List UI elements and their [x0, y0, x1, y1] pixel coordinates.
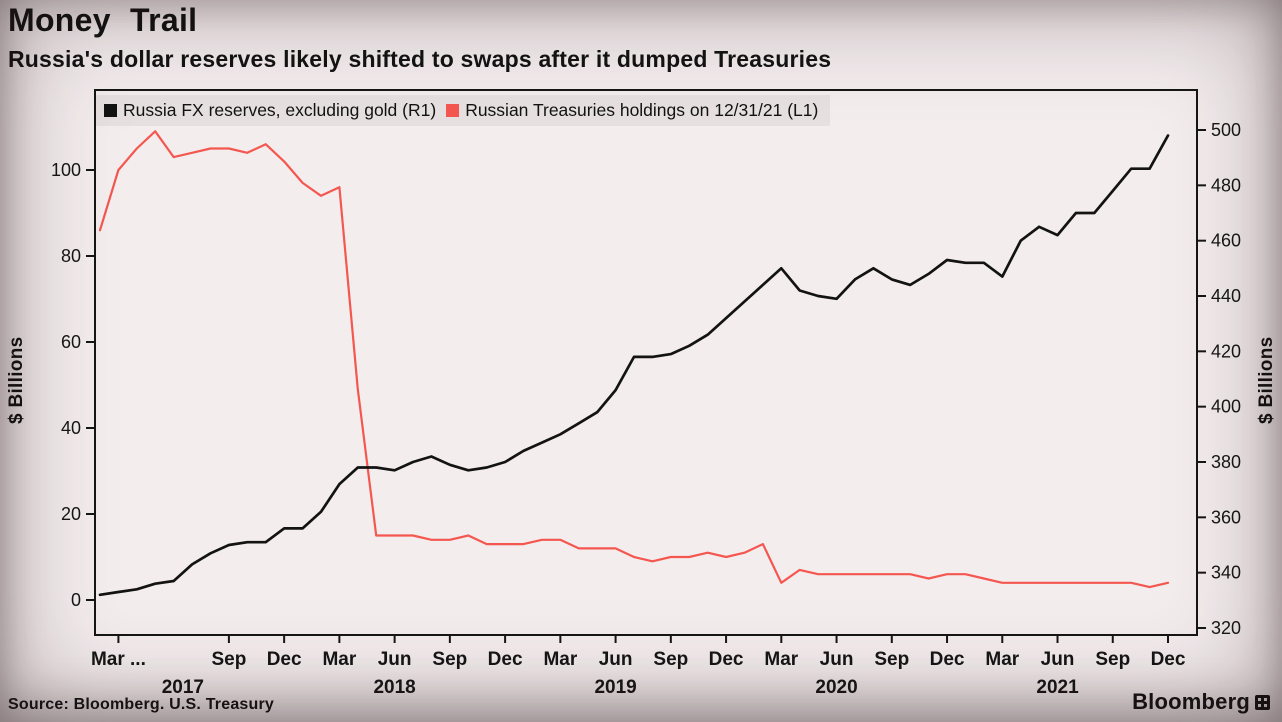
svg-text:420: 420	[1211, 341, 1241, 361]
svg-text:320: 320	[1211, 618, 1241, 638]
svg-text:40: 40	[61, 418, 81, 438]
svg-text:0: 0	[71, 590, 81, 610]
svg-text:Dec: Dec	[930, 649, 965, 670]
legend-item-treasuries: Russian Treasuries holdings on 12/31/21 …	[446, 100, 818, 121]
svg-text:2021: 2021	[1036, 677, 1079, 698]
svg-text:Jun: Jun	[599, 649, 633, 670]
svg-text:360: 360	[1211, 507, 1241, 527]
svg-text:Jun: Jun	[820, 649, 854, 670]
svg-text:Sep: Sep	[432, 649, 467, 670]
svg-text:460: 460	[1211, 231, 1241, 251]
right-axis-title: $ Billions	[1256, 336, 1277, 424]
svg-text:400: 400	[1211, 397, 1241, 417]
legend-label: Russia FX reserves, excluding gold (R1)	[123, 100, 437, 120]
svg-text:Mar: Mar	[764, 649, 798, 670]
svg-text:Sep: Sep	[874, 649, 909, 670]
svg-text:Dec: Dec	[267, 649, 302, 670]
bloomberg-wordmark: Bloomberg	[1132, 689, 1250, 714]
line-chart: 0 20 40 60 80 100 320 340 360 380 400 420 440 460 480 5…	[51, 89, 1241, 698]
bloomberg-logo: Bloomberg	[1132, 689, 1270, 715]
svg-text:60: 60	[61, 332, 81, 352]
chart-subtitle: Russia's dollar reserves likely shifted …	[8, 46, 832, 72]
svg-text:100: 100	[51, 160, 81, 180]
svg-text:Jun: Jun	[1041, 649, 1075, 670]
svg-text:Mar: Mar	[985, 649, 1019, 670]
chart-legend: Russia FX reserves, excluding gold (R1) …	[96, 95, 831, 126]
red-series-swatch-icon	[446, 104, 460, 117]
svg-text:Dec: Dec	[488, 649, 523, 670]
svg-text:Mar: Mar	[543, 649, 577, 670]
black-series-swatch-icon	[104, 104, 117, 117]
svg-text:380: 380	[1211, 452, 1241, 472]
svg-text:480: 480	[1211, 175, 1241, 195]
bloomberg-mark-icon	[1255, 694, 1270, 710]
svg-text:Sep: Sep	[653, 649, 688, 670]
svg-text:Sep: Sep	[1095, 649, 1130, 670]
svg-text:80: 80	[61, 246, 81, 266]
page-title: Money Trail	[8, 2, 198, 38]
svg-text:2017: 2017	[162, 677, 204, 698]
svg-text:Mar: Mar	[322, 649, 356, 670]
svg-text:Dec: Dec	[1151, 649, 1186, 670]
svg-text:340: 340	[1211, 563, 1241, 583]
legend-label: Russian Treasuries holdings on 12/31/21 …	[465, 100, 819, 120]
svg-text:500: 500	[1211, 120, 1241, 140]
svg-text:2018: 2018	[373, 677, 415, 698]
svg-text:Sep: Sep	[211, 649, 246, 670]
svg-text:20: 20	[61, 504, 81, 524]
svg-text:Jun: Jun	[378, 649, 412, 670]
svg-text:2020: 2020	[815, 677, 857, 698]
source-text: Source: Bloomberg. U.S. Treasury	[8, 696, 275, 713]
legend-item-fx-reserves: Russia FX reserves, excluding gold (R1)	[104, 100, 436, 121]
left-axis-title: $ Billions	[6, 336, 27, 424]
svg-text:Mar ...: Mar ...	[91, 649, 146, 670]
svg-text:Dec: Dec	[709, 649, 744, 670]
svg-text:440: 440	[1211, 286, 1241, 306]
svg-text:2019: 2019	[594, 677, 636, 698]
